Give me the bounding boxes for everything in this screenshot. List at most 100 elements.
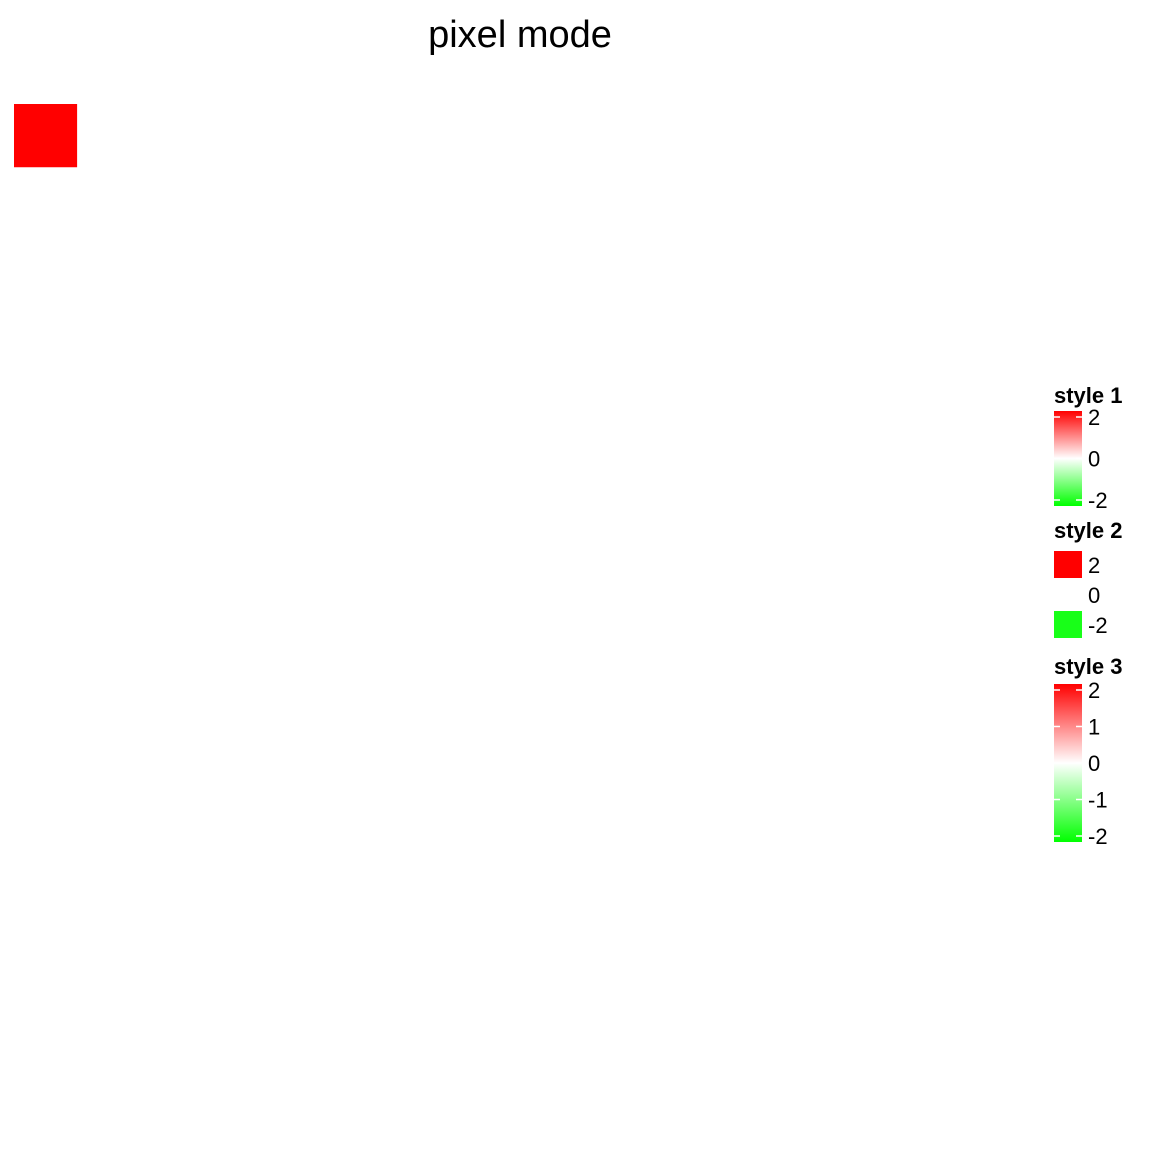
heatmap-cell-r2-c15 xyxy=(960,230,1025,295)
heatmap-cell-r14-c12 xyxy=(771,989,835,1054)
heatmap-cell-r13-c7 xyxy=(455,926,520,990)
legend-key-label: -2 xyxy=(1088,613,1108,638)
heatmap-cell-r8-c2 xyxy=(140,610,204,674)
heatmap-cell-r5-c8 xyxy=(519,420,583,484)
heatmap-cell-r5-c7 xyxy=(455,420,520,484)
heatmap-cell-r13-c4 xyxy=(266,926,330,990)
heatmap-cell-r4-c13 xyxy=(834,357,899,421)
legend-tick-label: -1 xyxy=(1088,788,1108,813)
heatmap-cell-r15-c4 xyxy=(266,1052,330,1117)
heatmap-cell-r10-c2 xyxy=(140,736,204,801)
heatmap-cell-r12-c5 xyxy=(329,863,394,927)
legend-key-style-2 xyxy=(1054,581,1082,608)
heatmap-cell-r10-c15 xyxy=(960,736,1025,801)
heatmap-cell-r13-c0 xyxy=(14,926,78,990)
heatmap-cell-r0-c0 xyxy=(14,104,78,168)
heatmap-cell-r4-c11 xyxy=(708,357,772,421)
heatmap-cell-r3-c5 xyxy=(329,293,394,358)
heatmap-cell-r11-c15 xyxy=(960,799,1025,864)
heatmap-cell-r9-c2 xyxy=(140,673,204,737)
heatmap-cell-r10-c14 xyxy=(897,736,962,801)
heatmap-cell-r0-c5 xyxy=(329,104,394,168)
heatmap-cell-r3-c0 xyxy=(14,293,78,358)
heatmap-cell-r0-c12 xyxy=(771,104,835,168)
heatmap-cell-r11-c10 xyxy=(645,799,709,864)
heatmap-cell-r11-c13 xyxy=(834,799,899,864)
heatmap-cell-r7-c10 xyxy=(645,546,709,611)
heatmap-cell-r2-c7 xyxy=(455,230,520,295)
legend-tick-label: -2 xyxy=(1088,824,1108,849)
heatmap-cell-r1-c8 xyxy=(519,167,583,231)
heatmap-cell-r11-c2 xyxy=(140,799,204,864)
heatmap-cell-r3-c3 xyxy=(203,293,267,358)
heatmap-cell-r3-c10 xyxy=(645,293,709,358)
heatmap-cell-r12-c6 xyxy=(392,863,457,927)
heatmap-cell-r11-c14 xyxy=(897,799,962,864)
heatmap-cell-r0-c13 xyxy=(834,104,899,168)
heatmap-cell-r15-c3 xyxy=(203,1052,267,1117)
heatmap-cell-r10-c1 xyxy=(77,736,141,801)
heatmap-cell-r12-c12 xyxy=(771,863,835,927)
heatmap-cell-r2-c8 xyxy=(519,230,583,295)
heatmap-cell-r13-c13 xyxy=(834,926,899,990)
legend-tick-label: 0 xyxy=(1088,447,1100,472)
heatmap-cell-r15-c0 xyxy=(14,1052,78,1117)
heatmap-cell-r7-c4 xyxy=(266,546,330,611)
heatmap-cell-r14-c13 xyxy=(834,989,899,1054)
heatmap-cell-r5-c2 xyxy=(140,420,204,484)
heatmap-cell-r7-c13 xyxy=(834,546,899,611)
heatmap-cell-r0-c1 xyxy=(77,104,141,168)
heatmap-cell-r7-c3 xyxy=(203,546,267,611)
heatmap-cell-r9-c1 xyxy=(77,673,141,737)
heatmap-cell-r15-c6 xyxy=(392,1052,457,1117)
heatmap-cell-r14-c3 xyxy=(203,989,267,1054)
heatmap-cell-r9-c5 xyxy=(329,673,394,737)
heatmap-cell-r4-c12 xyxy=(771,357,835,421)
heatmap-cell-r9-c12 xyxy=(771,673,835,737)
heatmap-cell-r11-c9 xyxy=(582,799,646,864)
heatmap-cell-r5-c9 xyxy=(582,420,646,484)
heatmap-cell-r15-c13 xyxy=(834,1052,899,1117)
heatmap-cell-r12-c7 xyxy=(455,863,520,927)
heatmap-cell-r5-c15 xyxy=(960,420,1025,484)
heatmap-cell-r11-c6 xyxy=(392,799,457,864)
heatmap-cell-r13-c14 xyxy=(897,926,962,990)
heatmap-cell-r0-c2 xyxy=(140,104,204,168)
heatmap-tiles xyxy=(14,104,1025,1117)
heatmap-cell-r2-c13 xyxy=(834,230,899,295)
heatmap-cell-r10-c4 xyxy=(266,736,330,801)
heatmap-cell-r1-c13 xyxy=(834,167,899,231)
heatmap-cell-r8-c3 xyxy=(203,610,267,674)
heatmap-cell-r8-c5 xyxy=(329,610,394,674)
heatmap-cell-r15-c14 xyxy=(897,1052,962,1117)
heatmap-cell-r10-c8 xyxy=(519,736,583,801)
heatmap-cell-r12-c3 xyxy=(203,863,267,927)
heatmap-cell-r14-c6 xyxy=(392,989,457,1054)
heatmap-cell-r0-c10 xyxy=(645,104,709,168)
heatmap-cell-r4-c7 xyxy=(455,357,520,421)
heatmap-cell-r2-c3 xyxy=(203,230,267,295)
heatmap-cell-r1-c9 xyxy=(582,167,646,231)
heatmap-cell-r6-c10 xyxy=(645,483,709,548)
heatmap-cell-r11-c7 xyxy=(455,799,520,864)
heatmap-cell-r0-c4 xyxy=(266,104,330,168)
heatmap-cell-r12-c9 xyxy=(582,863,646,927)
heatmap-cell-r11-c4 xyxy=(266,799,330,864)
heatmap-cell-r6-c9 xyxy=(582,483,646,548)
heatmap-cell-r1-c15 xyxy=(960,167,1025,231)
heatmap-cell-r2-c0 xyxy=(14,230,78,295)
heatmap-cell-r10-c12 xyxy=(771,736,835,801)
heatmap-cell-r3-c2 xyxy=(140,293,204,358)
legend-tick-label: -2 xyxy=(1088,488,1108,513)
legend-title-style-2: style 2 xyxy=(1054,518,1123,543)
heatmap-cell-r13-c3 xyxy=(203,926,267,990)
heatmap-cell-r3-c7 xyxy=(455,293,520,358)
heatmap-cell-r15-c15 xyxy=(960,1052,1025,1117)
heatmap-cell-r0-c9 xyxy=(582,104,646,168)
heatmap-cell-r10-c3 xyxy=(203,736,267,801)
heatmap-cell-r12-c13 xyxy=(834,863,899,927)
heatmap-cell-r8-c8 xyxy=(519,610,583,674)
heatmap-cell-r6-c7 xyxy=(455,483,520,548)
heatmap-cell-r9-c6 xyxy=(392,673,457,737)
heatmap-cell-r4-c15 xyxy=(960,357,1025,421)
